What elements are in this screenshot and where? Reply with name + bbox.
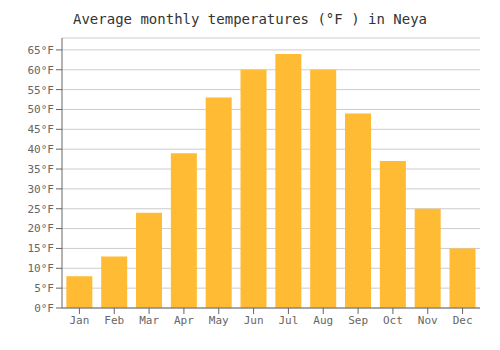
svg-text:Dec: Dec (453, 314, 473, 327)
svg-text:25°F: 25°F (28, 203, 55, 216)
svg-text:10°F: 10°F (28, 262, 55, 275)
svg-text:20°F: 20°F (28, 222, 55, 235)
svg-text:45°F: 45°F (28, 123, 55, 136)
svg-text:Aug: Aug (313, 314, 333, 327)
svg-text:Oct: Oct (383, 314, 403, 327)
svg-text:May: May (209, 314, 229, 327)
svg-text:35°F: 35°F (28, 163, 55, 176)
svg-text:Feb: Feb (104, 314, 124, 327)
svg-text:50°F: 50°F (28, 103, 55, 116)
svg-text:30°F: 30°F (28, 183, 55, 196)
svg-text:Jun: Jun (244, 314, 264, 327)
svg-text:0°F: 0°F (34, 302, 54, 315)
svg-text:Nov: Nov (418, 314, 438, 327)
svg-text:Apr: Apr (174, 314, 194, 327)
svg-text:Jul: Jul (278, 314, 298, 327)
svg-text:Sep: Sep (348, 314, 368, 327)
svg-text:Mar: Mar (139, 314, 159, 327)
html-text:Average monthly temperatures (: Average monthly temperatures (°F ) in Ne… (73, 11, 427, 27)
svg-text:5°F: 5°F (34, 282, 54, 295)
svg-text:55°F: 55°F (28, 84, 55, 97)
svg-text:65°F: 65°F (28, 44, 55, 57)
svg-text:40°F: 40°F (28, 143, 55, 156)
svg-text:Jan: Jan (69, 314, 89, 327)
svg-text:15°F: 15°F (28, 242, 55, 255)
svg-text:60°F: 60°F (28, 64, 55, 77)
